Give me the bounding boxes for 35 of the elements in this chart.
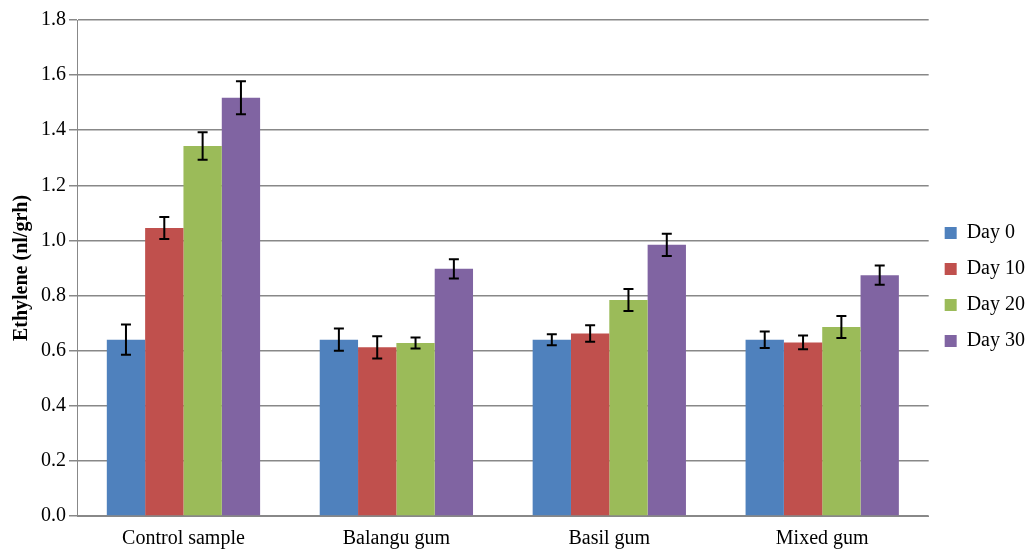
y-axis-title: Ethylene (nl/grh) bbox=[9, 194, 33, 342]
y-tick-label: 1.6 bbox=[41, 62, 66, 85]
legend-label: Day 10 bbox=[966, 256, 1026, 280]
y-tick-label: 1.2 bbox=[41, 172, 66, 195]
bar bbox=[532, 339, 571, 516]
y-tick-label: 0.0 bbox=[41, 503, 66, 526]
bar bbox=[745, 339, 784, 516]
bar bbox=[221, 97, 261, 516]
y-tick-label: 0.8 bbox=[41, 282, 66, 305]
y-tick-label: 0.4 bbox=[41, 393, 66, 416]
bar bbox=[396, 342, 435, 516]
x-tick-label: Mixed gum bbox=[775, 526, 870, 550]
y-tick-label: 1.0 bbox=[41, 227, 66, 250]
x-tick-label: Balangu gum bbox=[342, 526, 451, 550]
bar bbox=[319, 339, 359, 516]
y-tick-label: 1.4 bbox=[41, 117, 66, 140]
y-tick-label: 0.2 bbox=[41, 448, 66, 471]
bar bbox=[145, 228, 184, 516]
y-tick-label: 1.8 bbox=[41, 7, 66, 30]
bar bbox=[358, 347, 397, 516]
bar bbox=[570, 333, 610, 516]
x-tick-label: Control sample bbox=[122, 526, 245, 550]
bar bbox=[822, 326, 861, 516]
legend-label: Day 30 bbox=[966, 328, 1026, 352]
legend-label: Day 20 bbox=[966, 292, 1026, 316]
legend-label: Day 0 bbox=[966, 220, 1016, 244]
bar bbox=[183, 145, 222, 516]
bar bbox=[434, 268, 474, 516]
y-tick-label: 0.6 bbox=[41, 337, 66, 360]
bar bbox=[783, 342, 823, 516]
bar bbox=[860, 275, 899, 516]
bar bbox=[106, 339, 146, 516]
bar bbox=[609, 299, 648, 516]
bar bbox=[647, 244, 686, 516]
x-tick-label: Basil gum bbox=[568, 526, 651, 550]
